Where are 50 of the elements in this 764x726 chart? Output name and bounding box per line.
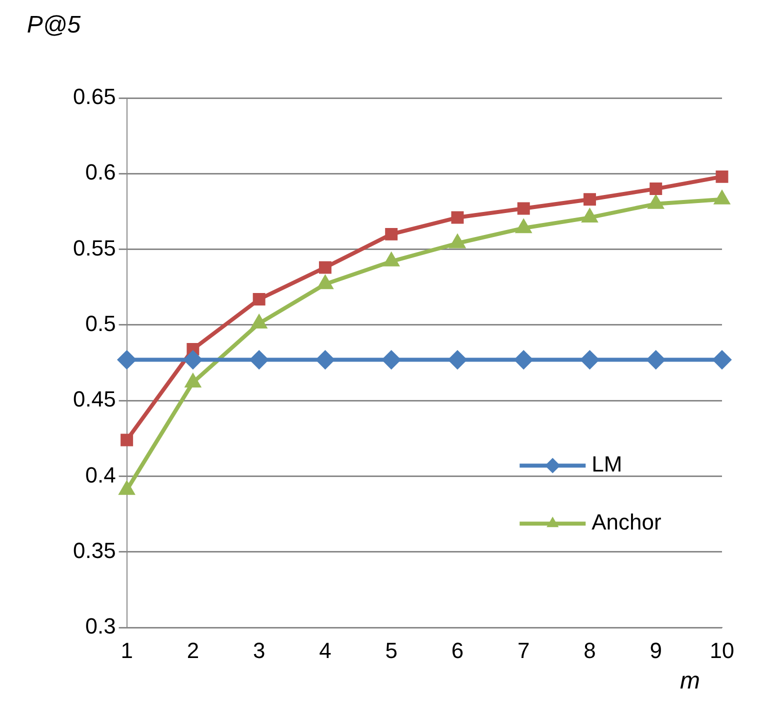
point bbox=[582, 210, 597, 223]
point bbox=[252, 293, 266, 306]
x-tick-label: 8 bbox=[584, 638, 596, 663]
x-tick-label: 9 bbox=[650, 638, 662, 663]
y-tick-label: 0.6 bbox=[85, 160, 116, 185]
point bbox=[650, 182, 662, 196]
x-tick-label: 2 bbox=[186, 638, 200, 663]
point bbox=[318, 276, 332, 290]
y-tick-label: 0.55 bbox=[72, 235, 116, 260]
point bbox=[184, 350, 202, 369]
point bbox=[384, 253, 399, 266]
point bbox=[120, 434, 134, 446]
point bbox=[385, 228, 398, 240]
point bbox=[448, 350, 466, 369]
x-tick-label: 10 bbox=[710, 638, 734, 663]
y-tick-label: 0.4 bbox=[85, 462, 116, 488]
point bbox=[318, 261, 332, 274]
x-tick-label: 3 bbox=[252, 638, 266, 663]
y-tick-label: 0.65 bbox=[72, 84, 116, 110]
point bbox=[648, 196, 664, 209]
point bbox=[450, 235, 465, 248]
x-tick-label: 5 bbox=[385, 638, 398, 663]
x-axis-title: m bbox=[680, 667, 700, 694]
y-axis-title: P@5 bbox=[26, 12, 82, 39]
point bbox=[713, 350, 731, 369]
point bbox=[252, 315, 266, 328]
y-tick-label: 0.45 bbox=[72, 386, 116, 412]
x-tick-label: 7 bbox=[517, 638, 530, 663]
point bbox=[186, 342, 200, 356]
point bbox=[250, 350, 268, 369]
x-tick-label: 1 bbox=[120, 638, 133, 663]
point bbox=[516, 220, 531, 234]
point bbox=[451, 211, 464, 224]
x-tick-label: 4 bbox=[319, 638, 332, 663]
y-tick-label: 0.3 bbox=[85, 614, 116, 639]
point bbox=[517, 202, 530, 215]
legend-label: Anchor bbox=[592, 510, 662, 535]
point bbox=[646, 350, 665, 369]
point bbox=[714, 191, 730, 204]
x-tick-label: 6 bbox=[451, 638, 464, 663]
point bbox=[580, 350, 599, 369]
point bbox=[118, 350, 136, 369]
point bbox=[716, 170, 728, 183]
y-tick-label: 0.5 bbox=[85, 311, 116, 336]
point bbox=[316, 350, 334, 369]
point bbox=[514, 350, 533, 369]
legend-label: LM bbox=[592, 452, 622, 477]
point bbox=[382, 350, 400, 369]
y-tick-label: 0.35 bbox=[72, 538, 116, 564]
point bbox=[583, 193, 596, 206]
